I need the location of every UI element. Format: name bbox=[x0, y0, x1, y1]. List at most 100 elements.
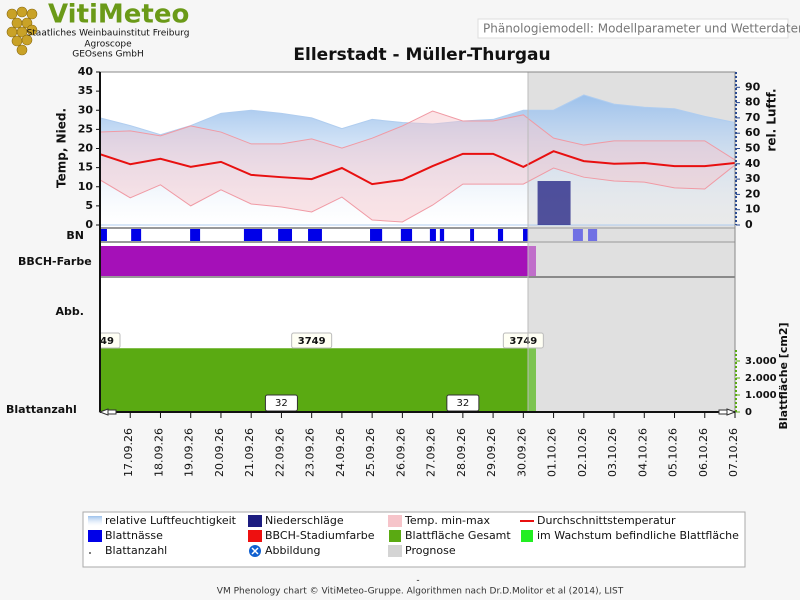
y-tick-label: 30 bbox=[78, 103, 94, 116]
x-tick-label: 02.10.26 bbox=[576, 428, 589, 477]
x-tick-label: 21.09.26 bbox=[243, 428, 256, 477]
y3-tick-label: 1.000 bbox=[745, 390, 777, 401]
y3-axis-label: Blattfläche [cm2] bbox=[777, 322, 790, 429]
y3-tick-label: 2.000 bbox=[745, 373, 777, 384]
x-tick-label: 29.09.26 bbox=[485, 428, 498, 477]
bn-row-forecast bbox=[527, 227, 735, 243]
legend-label: BBCH-Stadiumfarbe bbox=[265, 529, 375, 542]
y2-tick-label: 20 bbox=[745, 187, 761, 200]
legend-swatch bbox=[389, 530, 401, 542]
leaf-area-label-box bbox=[100, 332, 121, 349]
y2-tick-label: 80 bbox=[745, 96, 761, 109]
leaf-wetness bbox=[400, 229, 413, 241]
x-tick-label: 05.10.26 bbox=[667, 428, 680, 477]
leaf-wetness bbox=[429, 229, 436, 241]
y2-tick-label: 70 bbox=[745, 111, 761, 124]
y2-axis-label: rel. Luftf. bbox=[765, 88, 779, 151]
x-tick-label: 04.10.26 bbox=[636, 428, 649, 477]
mean-temp-line bbox=[100, 150, 735, 186]
legend-label: Niederschläge bbox=[265, 514, 344, 527]
logo-text: VitiMeteo bbox=[48, 0, 189, 30]
legend-swatch bbox=[248, 530, 262, 542]
leaf-area-label: 3749 bbox=[509, 336, 537, 347]
temp-band bbox=[100, 111, 735, 222]
y-tick-label: 10 bbox=[78, 180, 94, 193]
plot: 3749 3749 3749 32 32 bbox=[86, 94, 735, 413]
bbch-bar bbox=[100, 246, 528, 276]
temp-min-line bbox=[100, 164, 735, 223]
y-tick-label: 40 bbox=[78, 65, 94, 78]
x-tick-label: 20.09.26 bbox=[213, 428, 226, 477]
leaf-wetness bbox=[439, 229, 445, 241]
x-tick-label: 01.10.26 bbox=[546, 428, 559, 477]
org-line: GEOsens GmbH bbox=[72, 50, 143, 60]
row-label: BN bbox=[66, 229, 84, 242]
legend-swatch bbox=[388, 545, 402, 557]
scroll-right bbox=[718, 408, 737, 416]
legend-swatch bbox=[388, 515, 402, 527]
precipitation-bar bbox=[537, 181, 571, 225]
legend-label: Prognose bbox=[405, 544, 456, 557]
legend-swatch bbox=[88, 530, 102, 542]
y-tick-label: 15 bbox=[78, 161, 93, 174]
leaf-count-label: 32 bbox=[275, 398, 288, 409]
x-tick-label: 26.09.26 bbox=[394, 428, 407, 477]
y-tick-label: 0 bbox=[85, 218, 93, 231]
leaf-wetness bbox=[370, 229, 383, 241]
legend-label: Temp. min-max bbox=[404, 514, 490, 527]
x-tick-label: 24.09.26 bbox=[334, 428, 347, 477]
leaf-area-label-box bbox=[291, 332, 333, 349]
y-tick-label: 25 bbox=[78, 122, 93, 135]
logo-grapes bbox=[6, 6, 38, 56]
legend-label: im Wachstum befindliche Blattfläche bbox=[537, 529, 739, 542]
row-label: Blattanzahl bbox=[6, 403, 77, 416]
y3-tick-label: 3.000 bbox=[745, 356, 777, 367]
y2-tick-label: 30 bbox=[745, 172, 761, 185]
model-title: Phänologiemodell: Modellparameter und We… bbox=[483, 22, 800, 36]
y-tick-label: 35 bbox=[78, 84, 93, 97]
legend-label: Abbildung bbox=[265, 544, 321, 557]
model-title-box bbox=[477, 18, 789, 39]
legend-swatch bbox=[521, 530, 533, 542]
y-tick-label: 5 bbox=[85, 199, 93, 212]
legend-label: Blattanzahl bbox=[105, 544, 167, 557]
row-label: BBCH-Farbe bbox=[18, 255, 92, 268]
leaf-area-label: 3749 bbox=[86, 336, 114, 347]
y2-tick-label: 40 bbox=[745, 157, 761, 170]
chart-title: Ellerstadt - Müller-Thurgau bbox=[293, 45, 550, 65]
leaf-wetness bbox=[278, 229, 293, 241]
leaf-wetness bbox=[588, 229, 598, 241]
y-tick-label: 20 bbox=[78, 142, 94, 155]
legend-dash: - bbox=[416, 576, 419, 586]
leaf-wetness bbox=[572, 229, 583, 241]
leaf-wetness bbox=[308, 229, 322, 241]
legend-swatch-cross bbox=[251, 547, 259, 555]
leaf-area-label-box bbox=[502, 332, 544, 349]
footer: VM Phenology chart © VitiMeteo-Gruppe. A… bbox=[217, 587, 624, 597]
y2-tick-label: 50 bbox=[745, 142, 761, 155]
x-tick-label: 19.09.26 bbox=[183, 428, 196, 477]
y3-tick-label: 0 bbox=[745, 407, 752, 418]
leaf-wetness bbox=[190, 229, 201, 241]
legend-label: Durchschnittstemperatur bbox=[537, 514, 676, 527]
y2-tick-label: 60 bbox=[745, 126, 761, 139]
leaf-wetness bbox=[243, 229, 263, 241]
legend: relative Luftfeuchtigkeit Niederschläge Te… bbox=[88, 514, 739, 557]
y2-tick-label: 10 bbox=[745, 203, 761, 216]
org-line: Staatliches Weinbauinstitut Freiburg bbox=[27, 29, 190, 39]
leaf-wetness bbox=[131, 229, 142, 241]
leaf-area bbox=[100, 348, 528, 412]
temp-max-line bbox=[100, 110, 735, 161]
x-tick-label: 28.09.26 bbox=[455, 428, 468, 477]
legend-label: Blattnässe bbox=[105, 529, 163, 542]
org-line: Agroscope bbox=[84, 40, 132, 50]
x-tick-label: 30.09.26 bbox=[515, 428, 528, 477]
x-tick-label: 25.09.26 bbox=[364, 428, 377, 477]
growing-leaf-area bbox=[528, 348, 536, 412]
scroll-left bbox=[98, 408, 117, 416]
leaf-wetness bbox=[523, 229, 528, 241]
leaf-wetness bbox=[497, 229, 504, 241]
legend-swatch bbox=[89, 552, 91, 554]
